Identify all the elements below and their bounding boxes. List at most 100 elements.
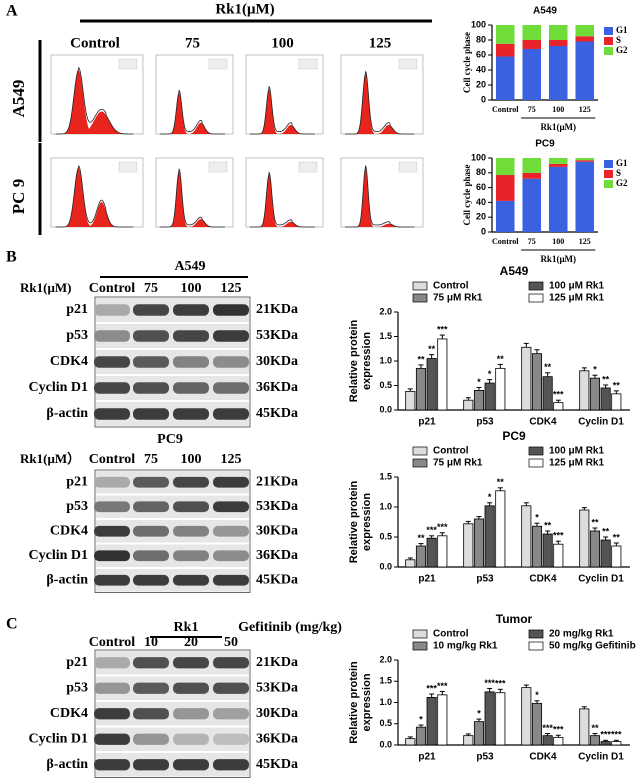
cell-line-label: PC9 — [157, 432, 183, 447]
bar — [600, 741, 611, 746]
size-label: 53KDa — [256, 680, 298, 695]
bar — [589, 530, 601, 568]
histogram-outline — [55, 67, 134, 135]
y-axis-label: Relative protein — [348, 661, 360, 744]
bar — [426, 537, 437, 568]
histogram-legend — [118, 161, 138, 173]
significance: ** — [544, 362, 552, 372]
blot-band — [213, 759, 249, 771]
blot-band — [94, 476, 130, 488]
lane-label: 100 — [181, 281, 202, 296]
y-tick-label: 1.0 — [379, 355, 392, 365]
bar-segment — [548, 46, 568, 100]
y-tick-label: 0 — [481, 94, 486, 104]
legend-label: Control — [433, 281, 469, 292]
size-label: 36KDa — [256, 548, 298, 563]
blot-band — [173, 525, 209, 537]
legend-label: 50 mg/kg Gefitinib — [549, 641, 636, 652]
panel-label: A — [6, 3, 18, 20]
blot-band — [133, 682, 169, 694]
blot-band — [173, 550, 209, 562]
y-tick-label: 100 — [471, 19, 486, 29]
protein-label: β-actin — [46, 406, 88, 421]
column-label: 125 — [369, 35, 392, 51]
blot-band — [133, 304, 169, 316]
treatment-label: Rk1(μM） — [20, 451, 80, 466]
blot-band — [173, 330, 209, 342]
legend-swatch — [412, 641, 428, 651]
blot-band — [94, 733, 130, 745]
histogram-peak — [87, 202, 116, 227]
histogram-outline — [55, 165, 134, 228]
histogram-peak — [189, 122, 213, 134]
lane-label: 20 — [184, 635, 198, 650]
bar — [484, 382, 495, 411]
y-tick-label: 1.5 — [379, 676, 392, 686]
panel-label: B — [6, 249, 17, 266]
blot-band — [173, 733, 209, 745]
protein-label: CDK4 — [50, 706, 88, 721]
y-tick-label: 1.0 — [379, 697, 392, 707]
bar — [542, 376, 553, 411]
blot-band — [213, 574, 249, 586]
chart-title: PC9 — [535, 139, 555, 150]
bar-segment — [575, 41, 595, 100]
protein-label: β-actin — [46, 572, 88, 587]
bar-segment — [522, 158, 542, 173]
protein-label: Cyclin D1 — [29, 731, 89, 746]
legend-label: G1 — [616, 25, 628, 35]
blot-band — [213, 733, 249, 745]
bar-segment — [495, 175, 515, 201]
significance: *** — [437, 522, 448, 532]
x-tick-label: CDK4 — [529, 574, 557, 585]
significance: * — [488, 492, 492, 502]
blot-band — [133, 356, 169, 368]
y-axis-label: expression — [361, 673, 373, 731]
histogram-peak — [189, 219, 213, 227]
bar — [473, 721, 485, 746]
bar — [521, 346, 532, 411]
x-tick-label: p53 — [476, 417, 494, 428]
bar — [415, 545, 427, 568]
x-axis-label: Rk1(μM) — [540, 254, 576, 264]
histogram-peak — [64, 70, 93, 134]
blot-band — [173, 408, 209, 420]
histogram-peak — [279, 124, 303, 134]
column-label: 75 — [185, 35, 200, 51]
lane-label: 125 — [221, 452, 242, 467]
bar-segment — [522, 25, 542, 40]
bar — [521, 505, 532, 568]
blot-band — [94, 501, 130, 513]
blot-strip — [96, 651, 249, 675]
lane-label: 125 — [221, 281, 242, 296]
blot-band — [213, 304, 249, 316]
protein-label: p21 — [66, 655, 88, 670]
legend-label: 100 μM Rk1 — [549, 281, 604, 292]
legend-label: 20 mg/kg Rk1 — [549, 629, 614, 640]
significance: * — [535, 690, 539, 700]
x-tick-label: p53 — [476, 752, 494, 763]
lane-label: 100 — [181, 452, 202, 467]
significance: *** — [611, 730, 622, 740]
significance: ** — [613, 380, 621, 390]
blot-strip — [96, 495, 249, 518]
bar — [579, 708, 590, 746]
blot-band — [173, 304, 209, 316]
legend-label: 100 μM Rk1 — [549, 446, 604, 457]
protein-label: p21 — [66, 474, 88, 489]
significance: ** — [591, 723, 599, 733]
bar — [463, 399, 474, 411]
y-tick-label: 0 — [481, 226, 486, 236]
size-label: 21KDa — [256, 474, 298, 489]
x-tick-label: 125 — [579, 237, 591, 246]
legend-label: 125 μM Rk1 — [549, 458, 604, 469]
significance: ** — [602, 526, 610, 536]
significance: *** — [426, 683, 437, 693]
x-tick-label: Cyclin D1 — [578, 417, 624, 428]
x-axis-label: Rk1(μM) — [540, 122, 576, 132]
x-tick-label: 75 — [528, 237, 536, 246]
bar — [415, 367, 427, 411]
y-tick-label: 60 — [476, 49, 486, 59]
significance: * — [593, 365, 597, 375]
size-label: 21KDa — [256, 655, 298, 670]
